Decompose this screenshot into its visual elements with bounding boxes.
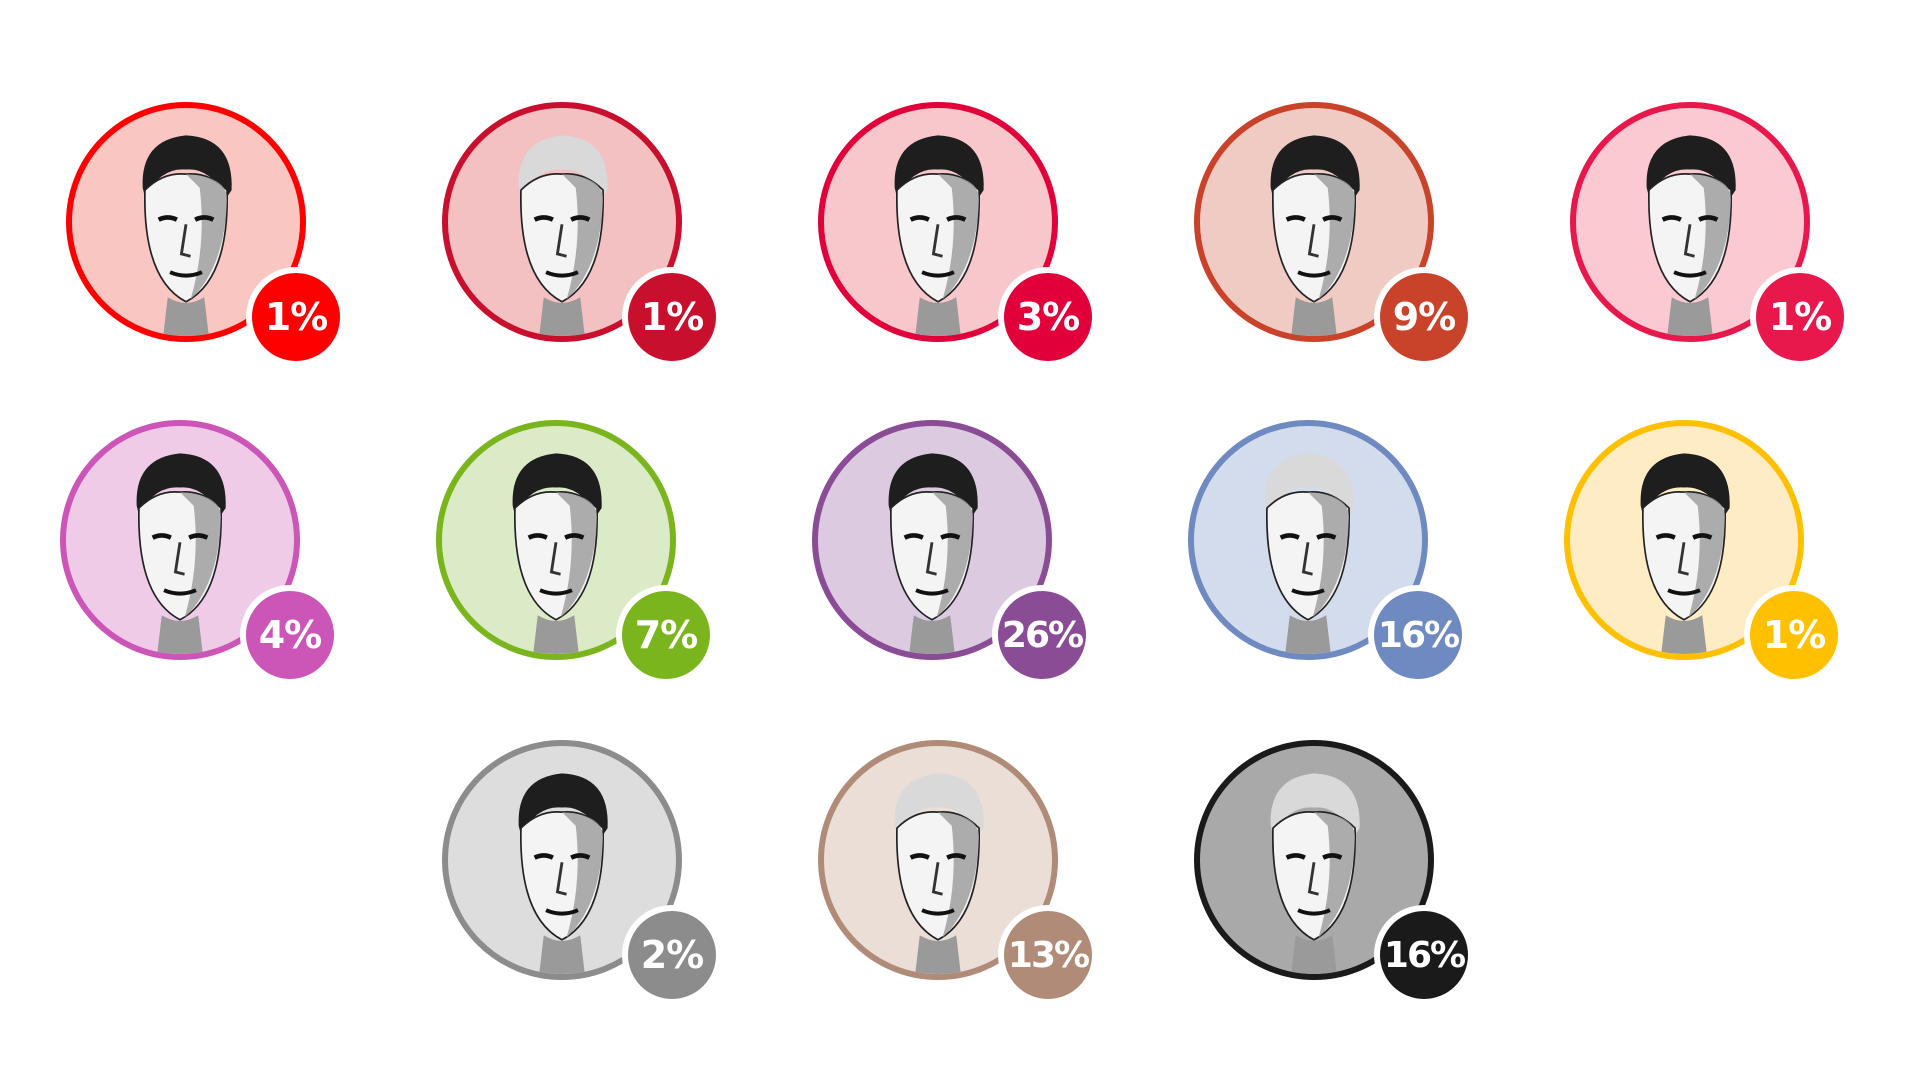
portrait-illustration xyxy=(142,135,232,336)
percentage-badge: 9% xyxy=(1374,267,1474,367)
candidate-card: 1% xyxy=(442,102,782,402)
percentage-badge: 26% xyxy=(992,585,1092,685)
candidate-card: 1% xyxy=(1564,420,1904,720)
portrait-illustration xyxy=(518,135,608,336)
percentage-badge: 1% xyxy=(1744,585,1844,685)
percentage-badge: 1% xyxy=(1750,267,1850,367)
candidate-card: 26% xyxy=(812,420,1152,720)
portrait-illustration xyxy=(1640,453,1730,654)
candidate-card: 16% xyxy=(1194,740,1534,1040)
percentage-badge: 1% xyxy=(246,267,346,367)
portrait-illustration xyxy=(888,453,978,654)
candidate-card: 7% xyxy=(436,420,776,720)
portrait-illustration xyxy=(1270,135,1360,336)
candidate-card: 2% xyxy=(442,740,782,1040)
candidate-portrait xyxy=(442,102,682,342)
candidate-card: 3% xyxy=(818,102,1158,402)
portrait-illustration xyxy=(518,773,608,974)
percentage-badge: 16% xyxy=(1374,905,1474,1005)
candidate-card: 13% xyxy=(818,740,1158,1040)
candidate-card: 1% xyxy=(1570,102,1910,402)
candidate-card: 16% xyxy=(1188,420,1528,720)
percentage-badge: 2% xyxy=(622,905,722,1005)
portrait-illustration xyxy=(1264,453,1354,654)
portrait-illustration xyxy=(894,135,984,336)
candidate-card: 4% xyxy=(60,420,400,720)
candidate-portrait xyxy=(1194,740,1434,980)
portrait-illustration xyxy=(136,453,226,654)
percentage-badge: 3% xyxy=(998,267,1098,367)
candidate-portrait xyxy=(66,102,306,342)
percentage-badge: 16% xyxy=(1368,585,1468,685)
percentage-badge: 7% xyxy=(616,585,716,685)
candidate-card: 1% xyxy=(66,102,406,402)
portrait-illustration xyxy=(512,453,602,654)
portrait-illustration xyxy=(1270,773,1360,974)
percentage-badge: 4% xyxy=(240,585,340,685)
percentage-badge: 1% xyxy=(622,267,722,367)
portrait-illustration xyxy=(894,773,984,974)
candidate-card: 9% xyxy=(1194,102,1534,402)
percentage-badge: 13% xyxy=(998,905,1098,1005)
portrait-illustration xyxy=(1646,135,1736,336)
